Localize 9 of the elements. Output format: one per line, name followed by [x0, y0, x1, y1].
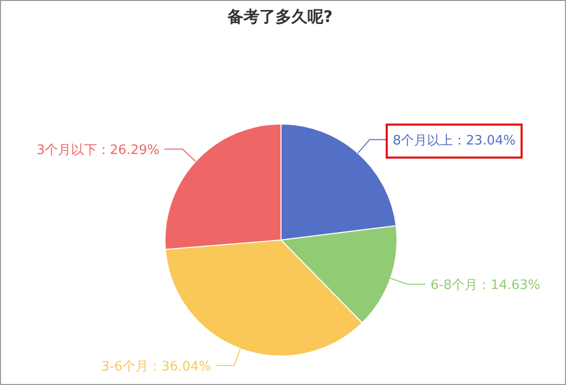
slice-label: 3-6个月 [101, 360, 149, 375]
data-label: ：36.04% [148, 360, 212, 375]
slice-label: 3个月以下 [36, 143, 97, 158]
chart-title: 备考了多久呢? [226, 7, 333, 26]
slice-label: 6-8个月 [430, 278, 478, 294]
slice-label: 8个月以上 [392, 134, 454, 149]
data-label: ：26.29% [96, 143, 160, 158]
data-label: ：14.63% [478, 278, 540, 294]
data-label: ：23.04% [453, 134, 516, 149]
